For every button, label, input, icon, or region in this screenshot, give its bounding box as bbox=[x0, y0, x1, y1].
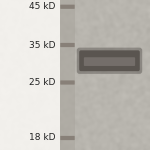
Text: 18 kD: 18 kD bbox=[29, 134, 56, 142]
FancyBboxPatch shape bbox=[60, 80, 75, 85]
FancyBboxPatch shape bbox=[79, 50, 140, 71]
Text: 25 kD: 25 kD bbox=[29, 78, 56, 87]
Text: 45 kD: 45 kD bbox=[29, 2, 56, 11]
Text: 35 kD: 35 kD bbox=[29, 40, 56, 50]
FancyBboxPatch shape bbox=[60, 136, 75, 140]
FancyBboxPatch shape bbox=[60, 5, 75, 9]
FancyBboxPatch shape bbox=[60, 43, 75, 47]
FancyBboxPatch shape bbox=[77, 48, 142, 74]
Bar bbox=[60, 0, 75, 150]
FancyBboxPatch shape bbox=[84, 57, 135, 66]
